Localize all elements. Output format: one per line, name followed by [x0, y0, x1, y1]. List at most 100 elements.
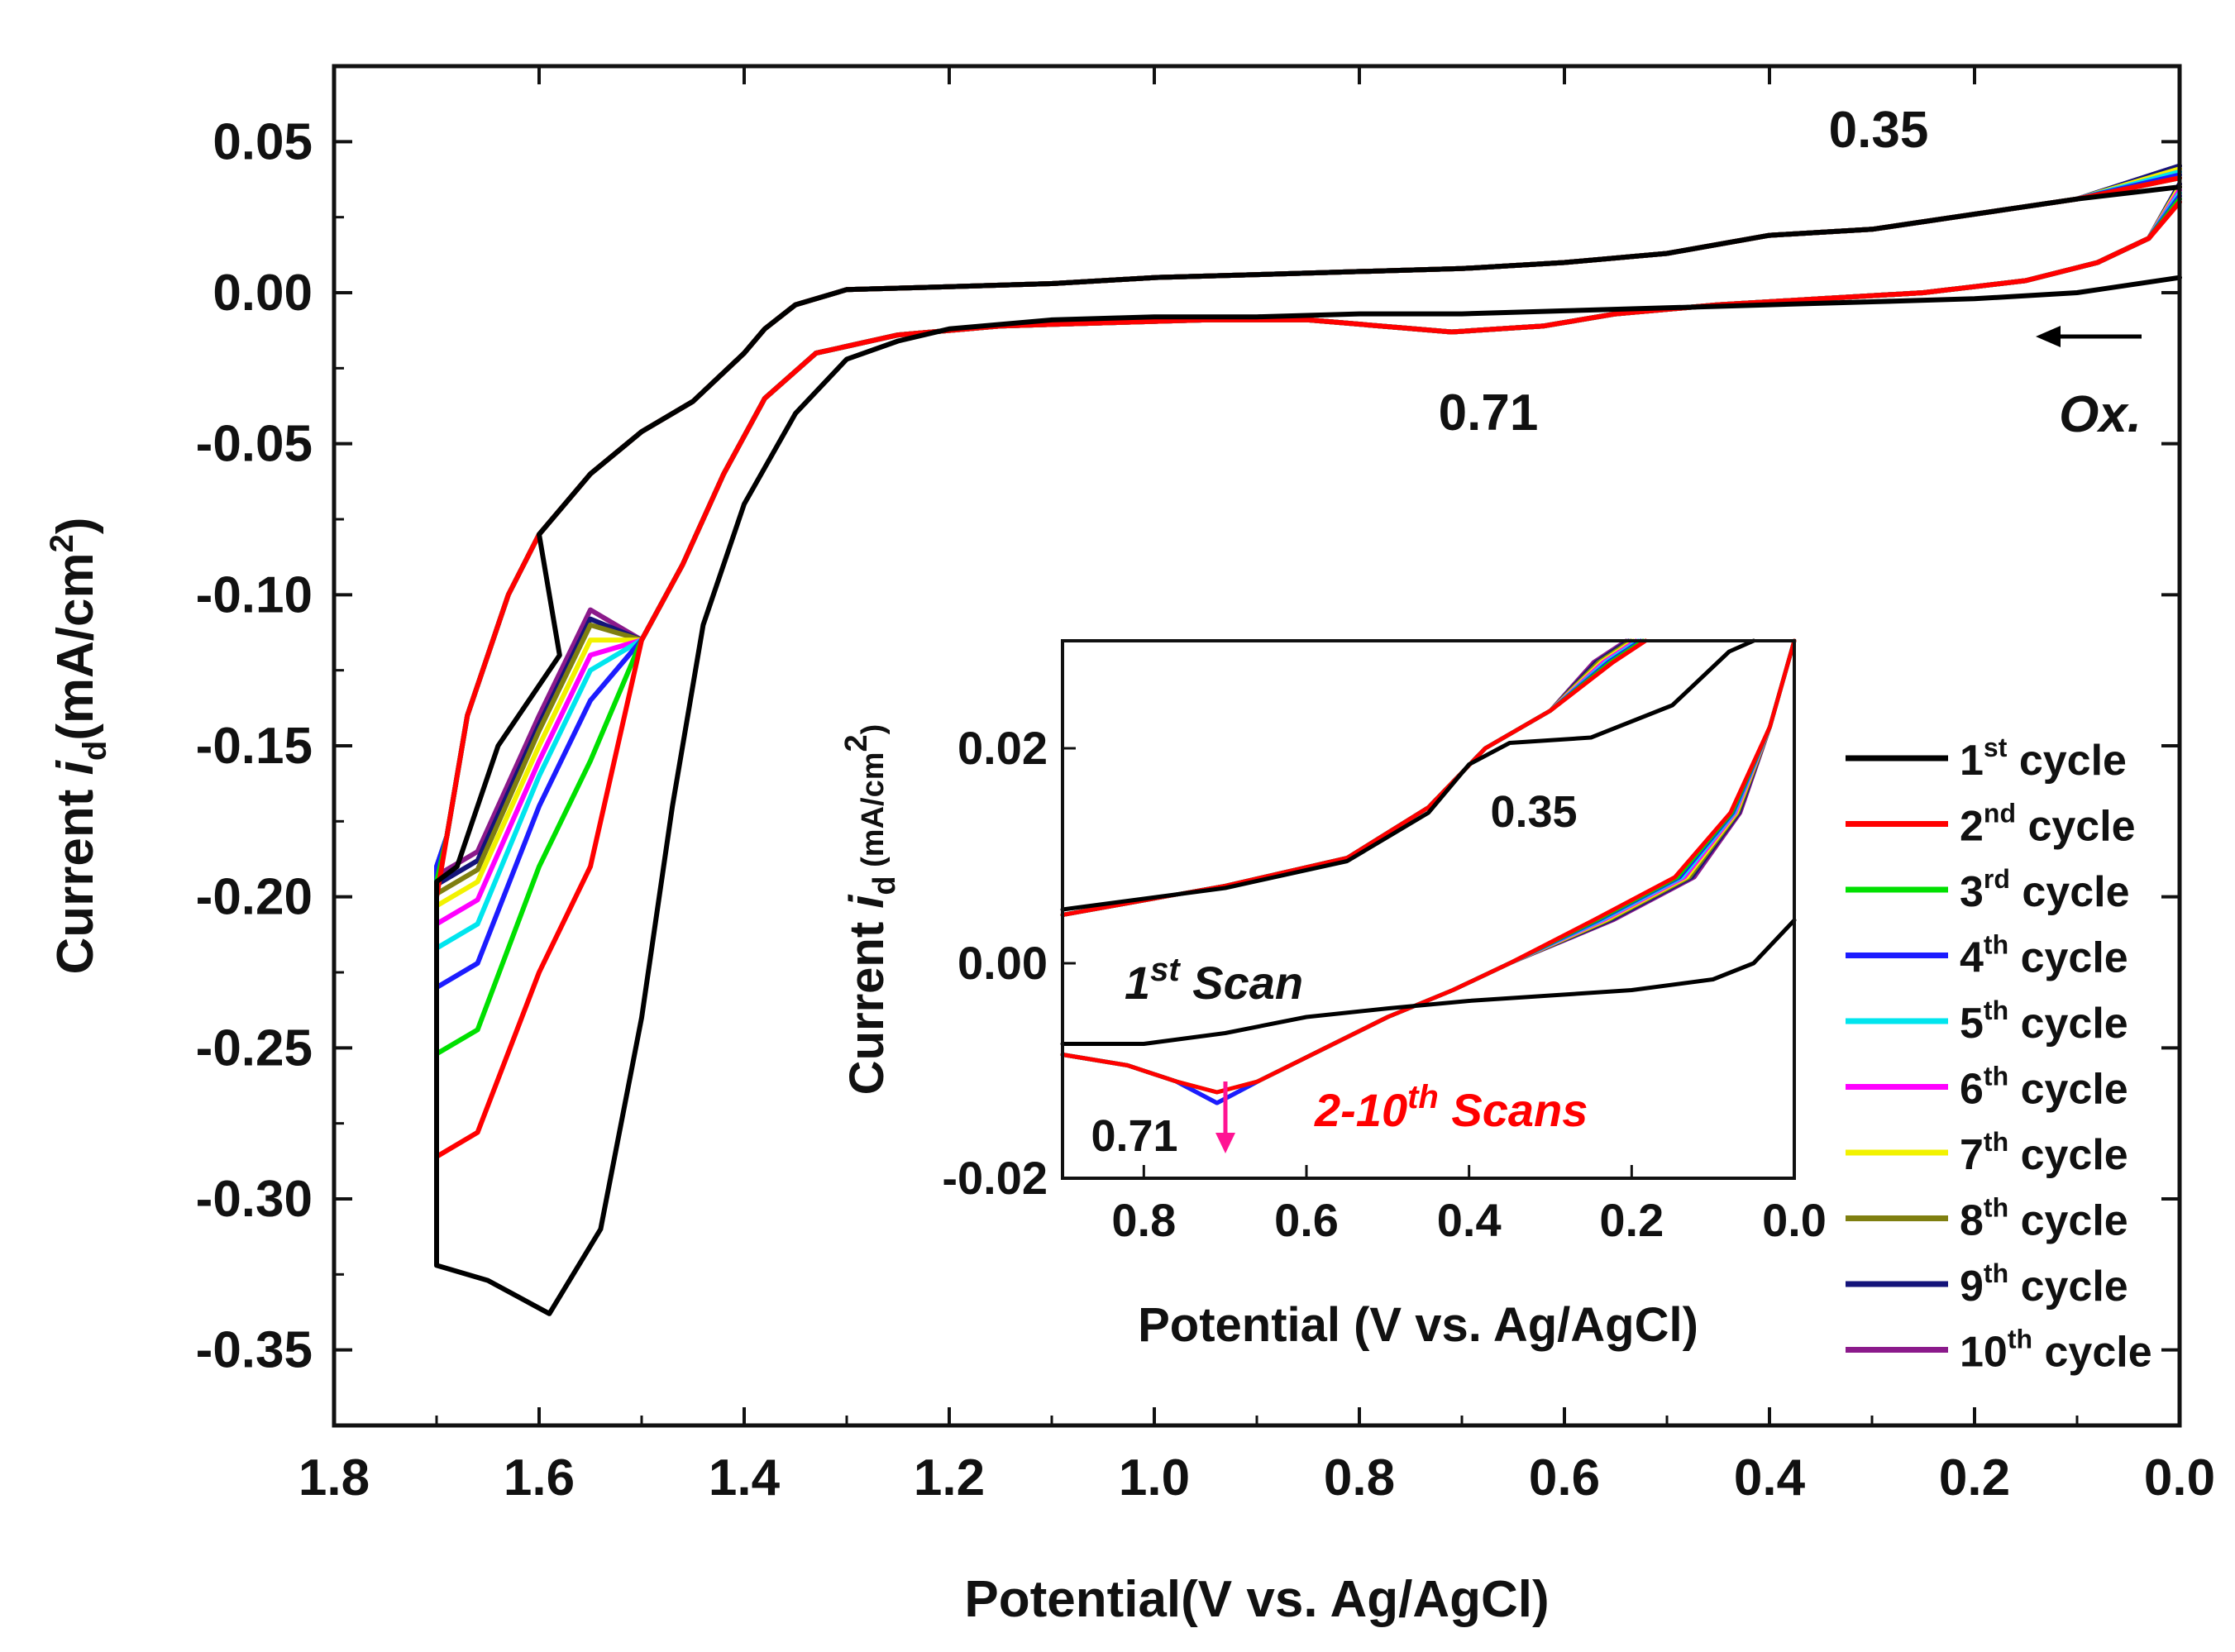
- legend-label-sup: th: [1984, 1062, 2008, 1091]
- main-x-tick-label: 0.6: [1529, 1449, 1600, 1506]
- inset-x-tick-label: 0.2: [1599, 1194, 1664, 1246]
- legend-item-2: 2nd cycle: [1846, 799, 2136, 851]
- legend-label-tail: cycle: [2016, 803, 2136, 851]
- main-curves: [434, 163, 2182, 1316]
- inset-y-label-close: ): [856, 724, 891, 735]
- legend-label-num: 3: [1960, 868, 1984, 916]
- legend-label: 7th cycle: [1960, 1127, 2128, 1179]
- inset-x-tick-label: 0.0: [1762, 1194, 1827, 1246]
- main-y-label-unit: (mA/cm: [47, 552, 104, 740]
- first-scan-sup: st: [1150, 952, 1181, 988]
- main-y-tick-label: 0.00: [213, 265, 313, 322]
- legend-label-sup: nd: [1984, 799, 2016, 828]
- legend-item-9: 9th cycle: [1846, 1258, 2128, 1311]
- legend-label-sup: th: [2008, 1325, 2032, 1354]
- inset-y-tick-label: -0.02: [942, 1152, 1048, 1204]
- legend-label-sup: th: [1984, 995, 2008, 1025]
- legend-label-tail: cycle: [2008, 1000, 2128, 1048]
- legend-label-tail: cycle: [2032, 1329, 2152, 1377]
- inset-y-label-sub: d: [867, 876, 902, 895]
- legend-label-num: 5: [1960, 1000, 1984, 1048]
- legend-label: 1st cycle: [1960, 733, 2127, 785]
- main-x-ticks: 1.8 1.6 1.4 1.2 1.0 0.8 0.6 0.4 0.2 0.0: [298, 66, 2215, 1506]
- later-scans-num: 2-10: [1314, 1084, 1407, 1136]
- main-x-tick-label: 0.0: [2144, 1449, 2215, 1506]
- main-x-tick-label: 1.0: [1119, 1449, 1190, 1506]
- main-y-tick-label: -0.10: [196, 566, 313, 623]
- main-y-label-sup: 2: [44, 534, 80, 552]
- legend-label-num: 8: [1960, 1197, 1984, 1245]
- main-y-label-i: i: [47, 759, 104, 775]
- legend-label: 10th cycle: [1960, 1325, 2152, 1377]
- legend-label-tail: cycle: [2008, 1197, 2128, 1245]
- inset-background: [1063, 641, 1794, 1178]
- inset-x-ticks: 0.8 0.6 0.4 0.2 0.0: [1111, 1165, 1827, 1246]
- inset-annotation-peak-top: 0.35: [1490, 787, 1577, 837]
- main-y-tick-label: -0.30: [196, 1171, 313, 1228]
- inset-plot: 0.8 0.6 0.4 0.2 0.0 0.02 0.00 -0.02 Potential …: [839, 638, 1827, 1352]
- legend-label-sup: rd: [1984, 864, 2010, 894]
- inset-y-label-prefix: Current: [840, 909, 894, 1096]
- legend-item-10: 10th cycle: [1846, 1325, 2152, 1377]
- legend-label-num: 4: [1960, 934, 1984, 982]
- main-x-tick-label: 1.2: [914, 1449, 985, 1506]
- inset-curves: [1060, 638, 1797, 1105]
- legend-label-sup: th: [1984, 1193, 2008, 1223]
- main-x-tick-label: 1.8: [298, 1449, 370, 1506]
- legend-label-num: 1: [1960, 737, 1984, 785]
- main-x-tick-label: 1.6: [504, 1449, 575, 1506]
- main-y-tick-label: -0.20: [196, 869, 313, 926]
- legend-label-tail: cycle: [2008, 934, 2128, 982]
- legend-label-tail: cycle: [2008, 1131, 2128, 1179]
- inset-y-label-unit: (mA/cm: [856, 752, 891, 876]
- first-scan-tail: Scan: [1180, 957, 1303, 1009]
- inset-y-tick-label: 0.02: [958, 722, 1048, 774]
- inset-x-axis-label: Potential (V vs. Ag/AgCl): [1138, 1298, 1698, 1352]
- main-y-label-close: ): [47, 517, 104, 534]
- later-scans-tail: Scans: [1439, 1084, 1588, 1136]
- legend-label-sup: th: [1984, 930, 2008, 960]
- inset-frame: [1061, 639, 1796, 1180]
- scan-direction-arrow-icon: [2036, 326, 2142, 347]
- main-x-tick-label: 0.4: [1734, 1449, 1806, 1506]
- main-y-tick-label: 0.05: [213, 113, 313, 170]
- inset-y-tick-label: 0.00: [958, 937, 1048, 989]
- main-x-tick-label: 1.4: [709, 1449, 781, 1506]
- main-series-line-1: [434, 184, 2182, 1316]
- legend-item-3: 3rd cycle: [1846, 864, 2130, 916]
- inset-annotation-first-scan: 1st Scan: [1125, 952, 1303, 1009]
- legend-label: 8th cycle: [1960, 1193, 2128, 1245]
- inset-y-label-sup: 2: [839, 734, 874, 752]
- legend-label-num: 7: [1960, 1131, 1984, 1179]
- inset-annotation-peak-bottom: 0.71: [1091, 1111, 1177, 1161]
- inset-x-tick-label: 0.8: [1111, 1194, 1176, 1246]
- legend-label-num: 9: [1960, 1263, 1984, 1311]
- main-y-tick-label: -0.25: [196, 1019, 313, 1077]
- legend-item-7: 7th cycle: [1846, 1127, 2128, 1179]
- legend-label: 5th cycle: [1960, 995, 2128, 1048]
- main-x-tick-label: 0.8: [1324, 1449, 1395, 1506]
- legend-label: 9th cycle: [1960, 1258, 2128, 1311]
- legend-label-tail: cycle: [2007, 737, 2127, 785]
- growth-arrow-icon: [1215, 1081, 1235, 1153]
- legend-label-sup: th: [1984, 1127, 2008, 1157]
- main-y-label-prefix: Current: [47, 775, 104, 974]
- legend-label-tail: cycle: [2008, 1263, 2128, 1311]
- inset-annotation-later-scans: 2-10th Scans: [1314, 1079, 1588, 1136]
- annotation-ox: Ox.: [2059, 386, 2142, 443]
- annotation-peak-top: 0.35: [1829, 102, 1929, 159]
- main-y-axis-label: Current id(mA/cm2): [44, 517, 113, 974]
- main-y-ticks: 0.050.00-0.05-0.10-0.15-0.20-0.25-0.30-0…: [196, 113, 2180, 1379]
- main-y-tick-label: -0.35: [196, 1322, 313, 1379]
- legend-label-num: 6: [1960, 1066, 1984, 1114]
- main-y-tick-label: -0.05: [196, 416, 313, 473]
- legend-item-5: 5th cycle: [1846, 995, 2128, 1048]
- legend-item-6: 6th cycle: [1846, 1062, 2128, 1114]
- legend-item-8: 8th cycle: [1846, 1193, 2128, 1245]
- inset-y-ticks: 0.02 0.00 -0.02: [942, 722, 1076, 1204]
- main-y-label-sub: d: [77, 741, 113, 761]
- inset-series-line-1: [1060, 638, 1797, 1046]
- legend-label: 4th cycle: [1960, 930, 2128, 982]
